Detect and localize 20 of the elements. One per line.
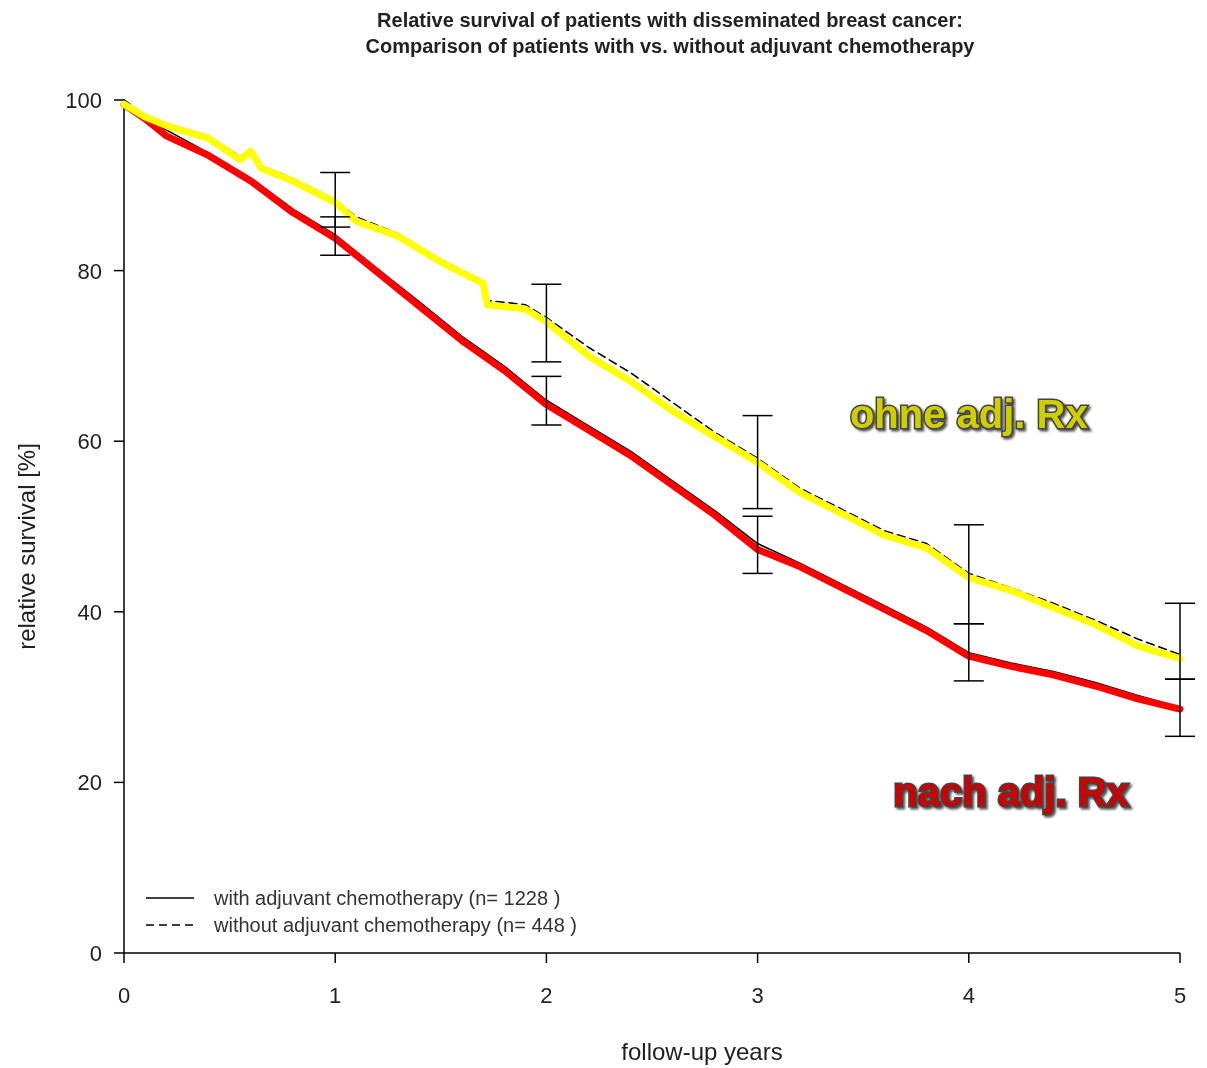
x-tick-label: 3 bbox=[751, 983, 764, 1008]
series-label: ohne adj. Rx bbox=[849, 391, 1088, 436]
y-tick-label: 60 bbox=[77, 429, 102, 455]
y-tick-label: 80 bbox=[77, 258, 102, 284]
legend-label: without adjuvant chemotherapy (n= 448 ) bbox=[213, 914, 577, 936]
chart-subtitle: Comparison of patients with vs. without adjuvant chemotherapy bbox=[365, 35, 976, 57]
legend-label: with adjuvant chemotherapy (n= 1228 ) bbox=[213, 887, 561, 909]
series-label: nach adj. Rx bbox=[893, 770, 1129, 815]
y-tick-label: 0 bbox=[89, 941, 102, 966]
y-tick-label: 40 bbox=[77, 599, 102, 625]
x-axis-title: follow-up years bbox=[621, 1038, 783, 1065]
y-tick-label: 20 bbox=[77, 770, 102, 796]
x-tick-label: 4 bbox=[962, 983, 975, 1008]
y-axis-title: relative survival [%] bbox=[13, 443, 40, 650]
x-tick-label: 1 bbox=[329, 983, 342, 1008]
chart-title: Relative survival of patients with disseminated breast cancer: bbox=[377, 9, 963, 31]
x-tick-label: 2 bbox=[540, 983, 553, 1008]
x-tick-label: 0 bbox=[117, 983, 131, 1008]
x-tick-label: 5 bbox=[1173, 983, 1187, 1008]
y-tick-label: 100 bbox=[65, 88, 102, 113]
